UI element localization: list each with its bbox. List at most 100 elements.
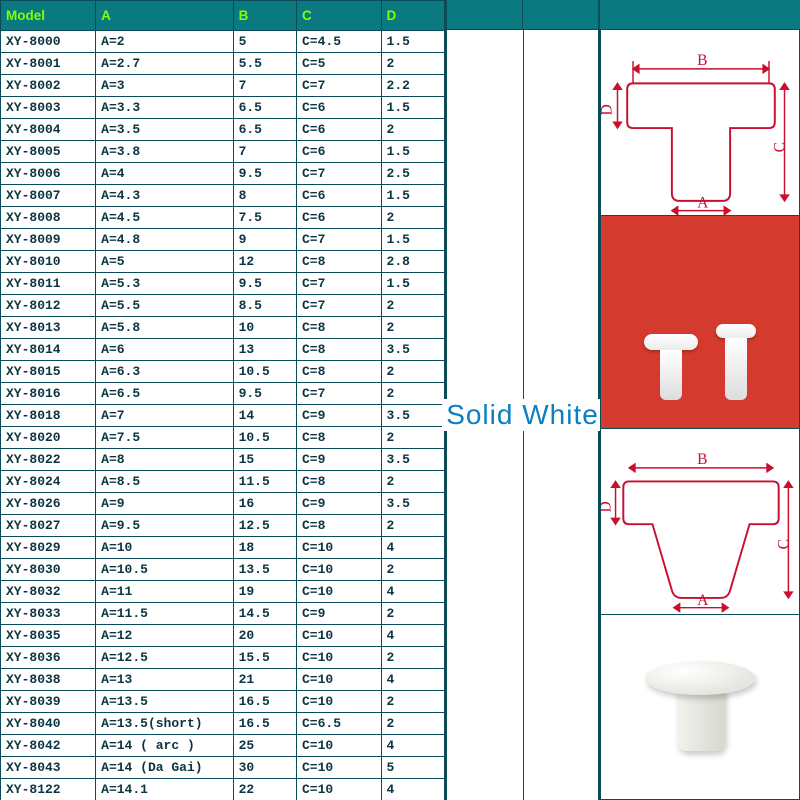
table-cell: XY-8029 [1, 537, 96, 559]
table-cell: A=11 [96, 581, 233, 603]
middle-header [447, 0, 598, 30]
table-cell: A=5.5 [96, 295, 233, 317]
table-cell: A=4.3 [96, 185, 233, 207]
table-cell: 25 [233, 735, 296, 757]
plug-large [644, 334, 698, 400]
table-cell: A=13.5(short) [96, 713, 233, 735]
table-cell: C=10 [296, 581, 381, 603]
table-cell: A=6.5 [96, 383, 233, 405]
table-cell: C=10 [296, 735, 381, 757]
table-cell: XY-8012 [1, 295, 96, 317]
table-cell: XY-8030 [1, 559, 96, 581]
photo-plug-single [600, 615, 800, 800]
table-cell: C=6 [296, 97, 381, 119]
table-cell: 9.5 [233, 383, 296, 405]
table-cell: A=6 [96, 339, 233, 361]
table-cell: A=6.3 [96, 361, 233, 383]
table-cell: 2 [381, 559, 444, 581]
table-cell: 1.5 [381, 185, 444, 207]
middle-strip: Solid White [445, 0, 600, 800]
table-cell: C=10 [296, 779, 381, 800]
table-cell: A=14 (Da Gai) [96, 757, 233, 779]
table-cell: 16.5 [233, 691, 296, 713]
dim-C2: C [775, 539, 792, 549]
table-cell: XY-8038 [1, 669, 96, 691]
table-row: XY-8024A=8.511.5C=82 [1, 471, 445, 493]
table-row: XY-8030A=10.513.5C=102 [1, 559, 445, 581]
table-cell: C=10 [296, 757, 381, 779]
table-cell: A=8.5 [96, 471, 233, 493]
table-cell: 2 [381, 427, 444, 449]
table-cell: 18 [233, 537, 296, 559]
table-row: XY-8020A=7.510.5C=82 [1, 427, 445, 449]
table-cell: XY-8013 [1, 317, 96, 339]
table-cell: 14.5 [233, 603, 296, 625]
table-cell: XY-8002 [1, 75, 96, 97]
table-cell: XY-8039 [1, 691, 96, 713]
dim-B2: B [697, 451, 707, 468]
table-cell: XY-8027 [1, 515, 96, 537]
table-cell: 14 [233, 405, 296, 427]
right-header [600, 0, 800, 30]
table-cell: A=14.1 [96, 779, 233, 800]
table-cell: 10.5 [233, 427, 296, 449]
table-row: XY-8016A=6.59.5C=72 [1, 383, 445, 405]
table-cell: 15.5 [233, 647, 296, 669]
table-cell: 3.5 [381, 493, 444, 515]
table-row: XY-8002A=37C=72.2 [1, 75, 445, 97]
table-cell: 2 [381, 471, 444, 493]
plug-small [716, 324, 756, 400]
table-cell: XY-8036 [1, 647, 96, 669]
table-cell: XY-8032 [1, 581, 96, 603]
table-row: XY-8009A=4.89C=71.5 [1, 229, 445, 251]
table-cell: 5 [233, 31, 296, 53]
dim-A: A [697, 195, 709, 212]
table-cell: A=7 [96, 405, 233, 427]
table-cell: 4 [381, 537, 444, 559]
table-cell: 6.5 [233, 119, 296, 141]
table-row: XY-8014A=613C=83.5 [1, 339, 445, 361]
table-cell: C=8 [296, 427, 381, 449]
table-cell: 9.5 [233, 273, 296, 295]
table-row: XY-8001A=2.75.5C=52 [1, 53, 445, 75]
table-row: XY-8006A=49.5C=72.5 [1, 163, 445, 185]
spec-table-wrap: Model A B C D XY-8000A=25C=4.51.5XY-8001… [0, 0, 445, 800]
table-cell: 10.5 [233, 361, 296, 383]
table-row: XY-8043A=14 (Da Gai)30C=105 [1, 757, 445, 779]
table-cell: 30 [233, 757, 296, 779]
table-cell: XY-8122 [1, 779, 96, 800]
table-row: XY-8015A=6.310.5C=82 [1, 361, 445, 383]
table-cell: XY-8007 [1, 185, 96, 207]
table-cell: A=2.7 [96, 53, 233, 75]
table-cell: 1.5 [381, 31, 444, 53]
table-cell: A=4.8 [96, 229, 233, 251]
table-cell: 4 [381, 669, 444, 691]
table-cell: C=10 [296, 625, 381, 647]
dim-B: B [697, 52, 707, 69]
table-cell: A=3.8 [96, 141, 233, 163]
table-cell: XY-8005 [1, 141, 96, 163]
table-row: XY-8010A=512C=82.8 [1, 251, 445, 273]
table-cell: 2 [381, 119, 444, 141]
table-row: XY-8027A=9.512.5C=82 [1, 515, 445, 537]
table-cell: 3.5 [381, 339, 444, 361]
photo-plugs-red [600, 216, 800, 430]
table-cell: 2 [381, 691, 444, 713]
table-cell: XY-8035 [1, 625, 96, 647]
table-cell: 12 [233, 251, 296, 273]
table-row: XY-8033A=11.514.5C=92 [1, 603, 445, 625]
table-cell: C=6 [296, 119, 381, 141]
table-row: XY-8040A=13.5(short)16.5C=6.52 [1, 713, 445, 735]
table-row: XY-8026A=916C=93.5 [1, 493, 445, 515]
table-row: XY-8039A=13.516.5C=102 [1, 691, 445, 713]
table-cell: A=10.5 [96, 559, 233, 581]
table-cell: C=10 [296, 537, 381, 559]
table-cell: XY-8043 [1, 757, 96, 779]
table-cell: 21 [233, 669, 296, 691]
table-cell: A=13.5 [96, 691, 233, 713]
table-cell: 2 [381, 713, 444, 735]
spec-table: Model A B C D XY-8000A=25C=4.51.5XY-8001… [0, 0, 445, 800]
table-cell: XY-8001 [1, 53, 96, 75]
table-row: XY-8000A=25C=4.51.5 [1, 31, 445, 53]
table-row: XY-8003A=3.36.5C=61.5 [1, 97, 445, 119]
